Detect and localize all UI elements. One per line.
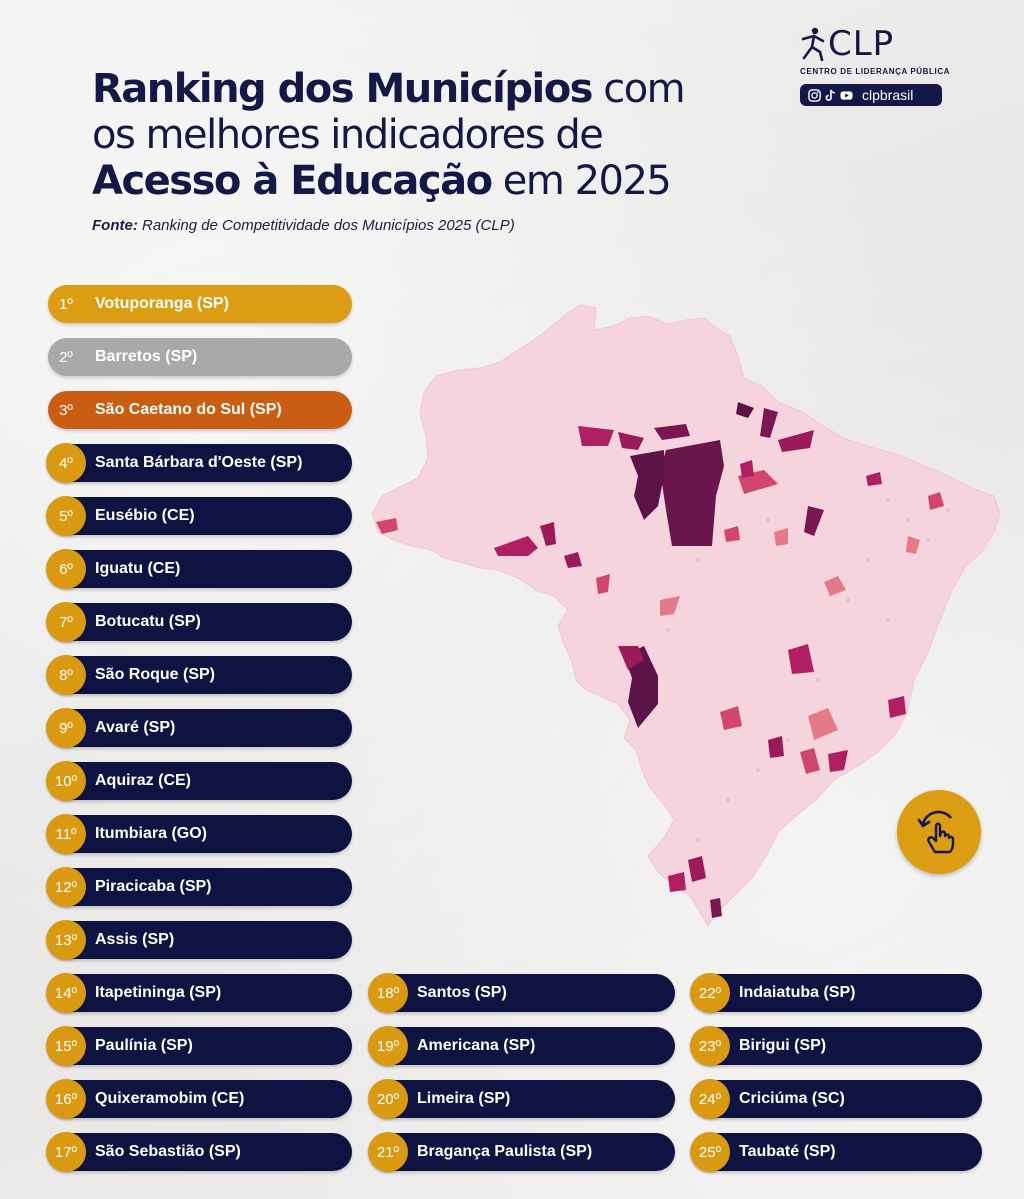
municipality-name: Barretos (SP) [95,348,198,365]
ranking-item: 11º Itumbiara (GO) [46,814,352,854]
rank-number: 7º [46,602,86,642]
youtube-icon[interactable] [840,89,853,102]
logo-brand: CLP [828,24,895,64]
rank-number: 12º [46,867,86,907]
municipality-name: Iguatu (CE) [95,560,181,577]
ranking-item: 22º Indaiatuba (SP) [690,973,982,1013]
logo-subtitle: CENTRO DE LIDERANÇA PÚBLICA [800,67,951,76]
tiktok-icon[interactable] [824,89,837,102]
municipality-name: Birigui (SP) [739,1037,827,1054]
ranking-item: 12º Piracicaba (SP) [46,867,352,907]
source-label: Fonte: [92,217,138,234]
clp-logo: CLP CENTRO DE LIDERANÇA PÚBLICA clpbrasi… [800,24,960,106]
municipality-name: Santos (SP) [417,984,507,1001]
municipality-name: Criciúma (SC) [739,1090,845,1107]
rank-number: 6º [46,549,86,589]
municipality-name: São Roque (SP) [95,666,216,683]
municipality-name: Avaré (SP) [95,719,176,736]
ranking-item: 15º Paulínia (SP) [46,1026,352,1066]
rank-number: 20º [368,1079,408,1119]
municipality-name: São Sebastião (SP) [95,1143,241,1160]
ranking-item: 2º Barretos (SP) [48,338,352,376]
title-part: com [592,66,685,112]
municipality-name: Eusébio (CE) [95,507,195,524]
ranking-item: 17º São Sebastião (SP) [46,1132,352,1172]
rank-number: 18º [368,973,408,1013]
municipality-name: Limeira (SP) [417,1090,511,1107]
source-note: Fonte: Ranking de Competitividade dos Mu… [92,217,515,234]
ranking-item: 19º Americana (SP) [368,1026,675,1066]
title-part: Ranking dos Municípios [92,66,594,112]
ranking-item: 6º Iguatu (CE) [46,549,352,589]
ranking-item: 14º Itapetininga (SP) [46,973,352,1013]
municipality-name: Piracicaba (SP) [95,878,212,895]
municipality-name: Botucatu (SP) [95,613,201,630]
municipality-name: Indaiatuba (SP) [739,984,856,1001]
rank-number: 9º [46,708,86,748]
rank-number: 3º [59,401,73,419]
rank-number: 21º [368,1132,408,1172]
rank-number: 2º [59,348,73,366]
rank-number: 8º [46,655,86,695]
municipality-name: Taubaté (SP) [739,1143,836,1160]
ranking-item: 25º Taubaté (SP) [690,1132,982,1172]
municipality-name: Quixeramobim (CE) [95,1090,245,1107]
social-handle: clpbrasil [862,87,914,103]
ranking-item: 18º Santos (SP) [368,973,675,1013]
swipe-hint-button[interactable] [897,790,981,874]
ranking-item: 4º Santa Bárbara d'Oeste (SP) [46,443,352,483]
rank-number: 25º [690,1132,730,1172]
municipality-name: Itumbiara (GO) [95,825,208,842]
rank-number: 16º [46,1079,86,1119]
ranking-item: 23º Birigui (SP) [690,1026,982,1066]
municipality-name: Americana (SP) [417,1037,536,1054]
instagram-icon[interactable] [808,88,821,102]
rank-number: 11º [46,814,86,854]
municipality-name: Votuporanga (SP) [95,295,229,312]
ranking-item: 8º São Roque (SP) [46,655,352,695]
ranking-item: 9º Avaré (SP) [46,708,352,748]
municipality-name: Bragança Paulista (SP) [417,1143,593,1160]
rank-number: 15º [46,1026,86,1066]
ranking-item: 1º Votuporanga (SP) [48,285,352,323]
rank-number: 4º [46,443,86,483]
municipality-name: Aquiraz (CE) [95,772,191,789]
ranking-item: 5º Eusébio (CE) [46,496,352,536]
swipe-hand-icon [917,810,955,854]
rank-number: 1º [59,295,73,313]
rank-number: 5º [46,496,86,536]
brazil-outline [371,304,1001,927]
social-bar[interactable]: clpbrasil [800,84,942,106]
municipality-name: Paulínia (SP) [95,1037,193,1054]
page-title: Ranking dos Municípios com os melhores i… [92,66,772,204]
rank-number: 19º [368,1026,408,1066]
ranking-item: 3º São Caetano do Sul (SP) [48,391,352,429]
clp-figure-icon [801,27,825,61]
ranking-item: 10º Aquiraz (CE) [46,761,352,801]
municipality-name: Santa Bárbara d'Oeste (SP) [95,454,303,471]
rank-number: 22º [690,973,730,1013]
municipality-name: Assis (SP) [95,931,175,948]
rank-number: 14º [46,973,86,1013]
ranking-item: 13º Assis (SP) [46,920,352,960]
ranking-item: 20º Limeira (SP) [368,1079,675,1119]
ranking-item: 21º Bragança Paulista (SP) [368,1132,675,1172]
ranking-item: 16º Quixeramobim (CE) [46,1079,352,1119]
brazil-map [371,304,1001,927]
title-part: os melhores indicadores de [92,112,604,158]
rank-number: 10º [46,761,86,801]
highlighted-municipalities [376,402,944,918]
rank-number: 24º [690,1079,730,1119]
title-part: Acesso à Educação [92,158,493,204]
rank-number: 17º [46,1132,86,1172]
rank-number: 23º [690,1026,730,1066]
ranking-item: 24º Criciúma (SC) [690,1079,982,1119]
source-text: Ranking de Competitividade dos Município… [137,217,515,234]
title-part: em 2025 [491,158,672,204]
municipality-name: São Caetano do Sul (SP) [95,401,282,418]
ranking-item: 7º Botucatu (SP) [46,602,352,642]
municipal-texture [626,498,950,842]
municipality-name: Itapetininga (SP) [95,984,222,1001]
rank-number: 13º [46,920,86,960]
